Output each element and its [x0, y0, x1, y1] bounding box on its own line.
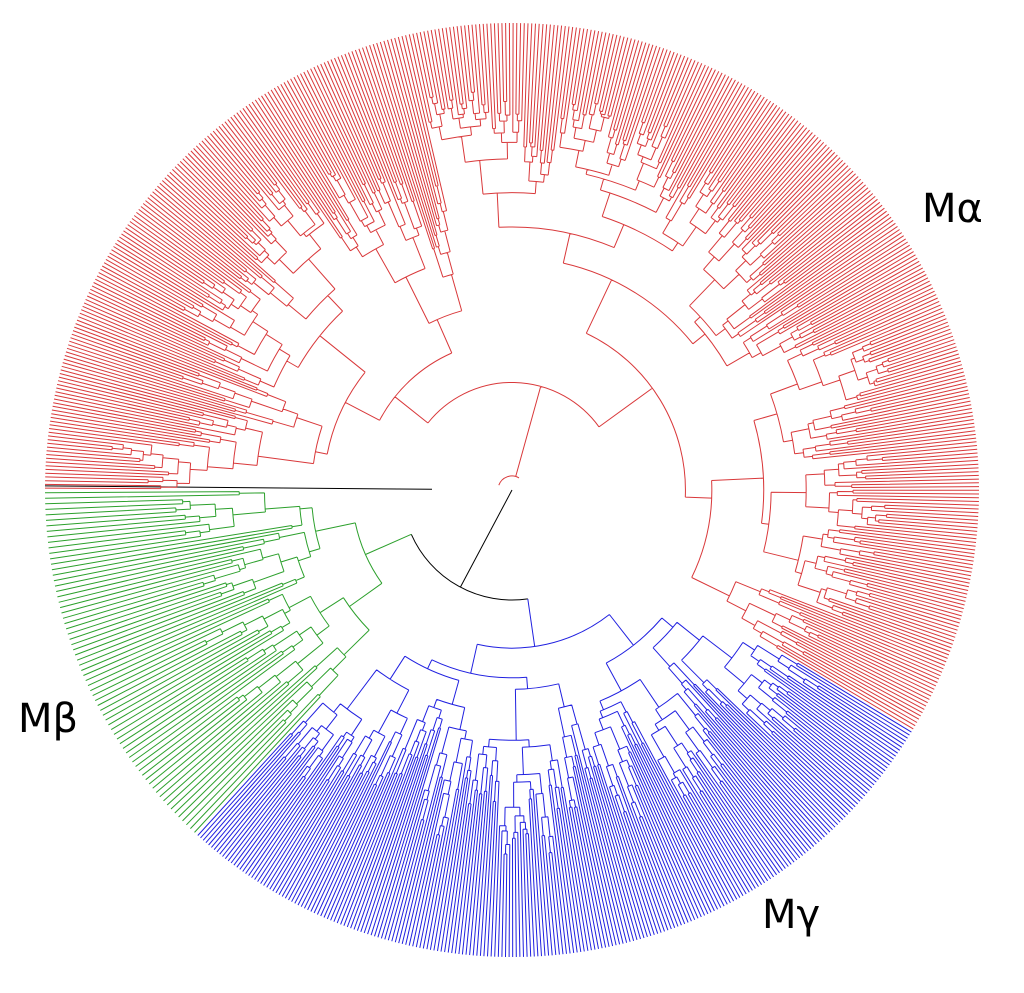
clade-label: Mβ: [18, 696, 78, 742]
clade-label: Mα: [922, 186, 983, 232]
clade-branches: [44, 491, 412, 833]
clade-label: Mγ: [762, 892, 820, 938]
root-branch: [44, 485, 528, 601]
clade-branches: [197, 598, 912, 958]
branches: [44, 22, 980, 958]
clade-branches: [44, 22, 980, 730]
